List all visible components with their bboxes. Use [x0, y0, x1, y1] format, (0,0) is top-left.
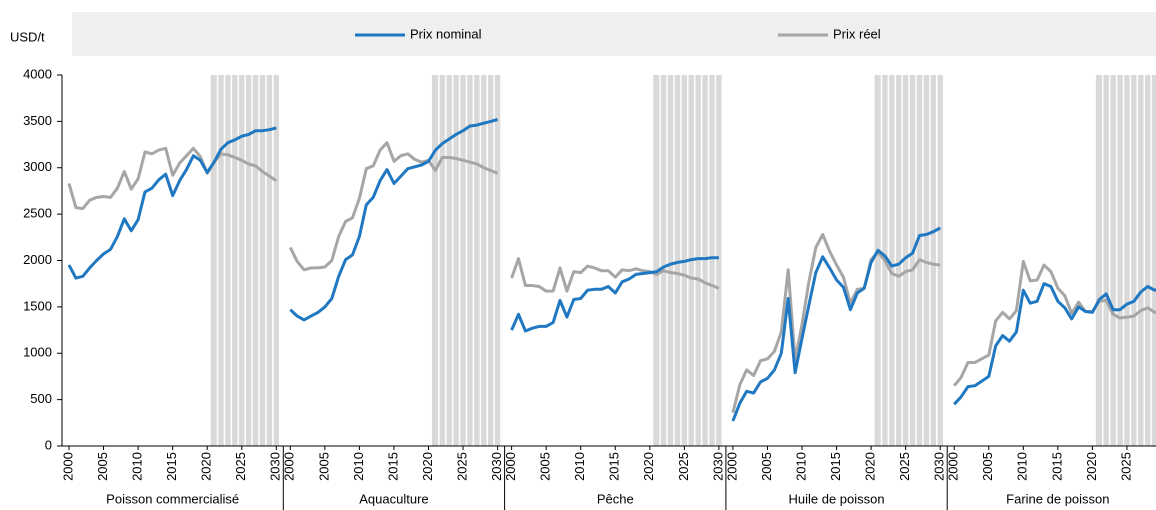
x-tick-label: 2010: [1015, 452, 1030, 481]
y-tick-label: 4000: [23, 66, 52, 81]
x-tick-label: 2030: [489, 452, 504, 481]
legend-label: Prix nominal: [410, 26, 482, 41]
x-tick-label: 2025: [676, 452, 691, 481]
x-tick-label: 2015: [607, 452, 622, 481]
y-tick-label: 3000: [23, 159, 52, 174]
x-tick-label: 2000: [724, 452, 739, 481]
x-tick-label: 2005: [980, 452, 995, 481]
series-line: [288, 141, 499, 272]
x-tick-label: 2020: [863, 452, 878, 481]
x-tick-label: 2015: [164, 452, 179, 481]
y-tick-label: 500: [30, 391, 52, 406]
series-line: [953, 282, 1156, 406]
x-tick-label: 2025: [1118, 452, 1133, 481]
x-tick-label: 2025: [233, 452, 248, 481]
series-line: [953, 259, 1156, 387]
y-tick-label: 2500: [23, 206, 52, 221]
x-tick-label: 2030: [932, 452, 947, 481]
x-tick-label: 2005: [95, 452, 110, 481]
series-line: [67, 146, 278, 211]
x-tick-label: 2010: [793, 452, 808, 481]
series-line: [731, 226, 941, 422]
x-tick-label: 2020: [641, 452, 656, 481]
x-tick-label: 2000: [60, 452, 75, 481]
y-tick-label: 1000: [23, 345, 52, 360]
panel-label: Huile de poisson: [788, 491, 884, 506]
legend-label: Prix réel: [833, 26, 881, 41]
x-tick-label: 2020: [199, 452, 214, 481]
series-line: [289, 118, 498, 322]
x-tick-label: 2000: [946, 452, 961, 481]
y-tick-label: 3500: [23, 113, 52, 128]
projection-shade: [1095, 75, 1156, 446]
x-tick-label: 2005: [316, 452, 331, 481]
x-tick-label: 2020: [1084, 452, 1099, 481]
x-tick-label: 2025: [454, 452, 469, 481]
x-tick-label: 2015: [828, 452, 843, 481]
x-tick-label: 2005: [759, 452, 774, 481]
x-tick-label: 2000: [503, 452, 518, 481]
x-tick-label: 2015: [1049, 452, 1064, 481]
y-tick-label: 2000: [23, 252, 52, 267]
x-tick-label: 2010: [572, 452, 587, 481]
x-tick-label: 2015: [385, 452, 400, 481]
x-tick-label: 2010: [351, 452, 366, 481]
x-tick-label: 2020: [420, 452, 435, 481]
y-tick-label: 1500: [23, 298, 52, 313]
x-tick-label: 2005: [538, 452, 553, 481]
series-line: [510, 256, 719, 333]
x-tick-label: 2030: [1153, 452, 1156, 481]
series-line: [67, 126, 277, 280]
legend-band: [72, 12, 1156, 56]
series-line: [731, 233, 941, 413]
x-tick-label: 2030: [710, 452, 725, 481]
panel-label: Farine de poisson: [1006, 491, 1109, 506]
panel-label: Poisson commercialisé: [106, 491, 239, 506]
x-tick-label: 2000: [282, 452, 297, 481]
panel-label: Aquaculture: [359, 491, 428, 506]
x-tick-label: 2025: [897, 452, 912, 481]
y-axis-label: USD/t: [10, 29, 45, 44]
x-tick-label: 2030: [268, 452, 283, 481]
x-tick-label: 2010: [130, 452, 145, 481]
series-line: [510, 257, 720, 293]
y-tick-label: 0: [45, 437, 52, 452]
panel-label: Pêche: [597, 491, 634, 506]
